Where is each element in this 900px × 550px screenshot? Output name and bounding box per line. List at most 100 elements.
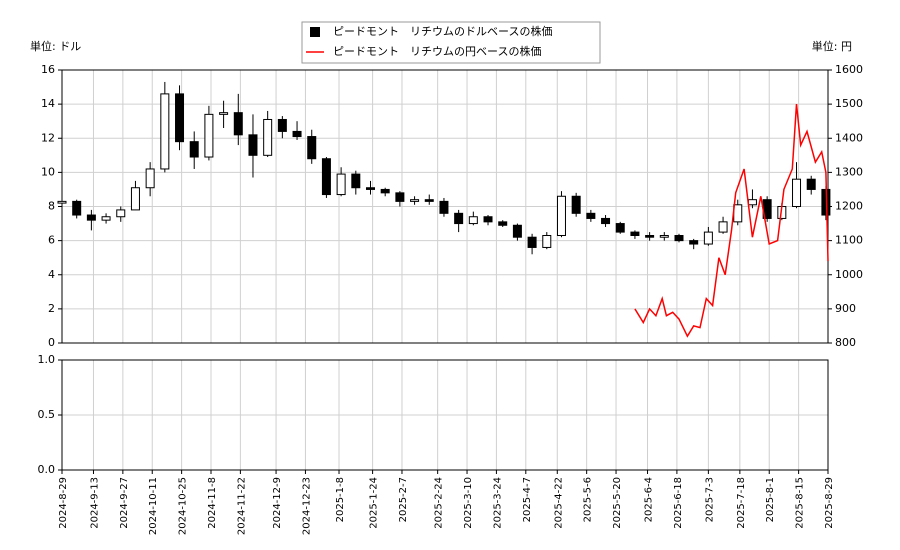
x-tick-label: 2025-2-7	[398, 477, 409, 522]
x-tick-label: 2025-5-20	[612, 477, 623, 529]
candle-body	[512, 224, 522, 238]
candle-body	[586, 212, 596, 219]
candle-body	[336, 173, 346, 196]
candle-body	[116, 209, 126, 218]
x-tick-label: 2025-8-15	[795, 477, 806, 529]
candle-body	[395, 192, 405, 202]
candle-body	[248, 134, 258, 156]
candle-body	[380, 188, 390, 194]
y2-tick-label: 900	[835, 302, 856, 315]
y-tick-label: 1.0	[38, 353, 56, 366]
candle-body	[439, 200, 449, 214]
x-tick-label: 2025-2-24	[434, 477, 445, 529]
legend-label: ピードモント リチウムの円ベースの株価	[333, 44, 541, 58]
x-tick-label: 2025-7-18	[736, 477, 747, 529]
candle-body	[498, 221, 508, 226]
candle-body	[189, 141, 199, 158]
x-tick-label: 2024-11-8	[207, 477, 218, 529]
y-tick-label: 16	[41, 63, 55, 76]
y-tick-label: 0.0	[38, 463, 56, 476]
y2-tick-label: 1500	[835, 97, 863, 110]
candle-body	[145, 168, 155, 189]
candle-body	[351, 173, 361, 189]
candle-body	[615, 223, 625, 233]
x-tick-label: 2025-8-1	[765, 477, 776, 522]
x-tick-label: 2025-4-7	[522, 477, 533, 522]
x-tick-label: 2025-5-6	[583, 477, 594, 522]
y-tick-label: 6	[48, 234, 55, 247]
x-tick-label: 2025-7-3	[704, 477, 715, 522]
candle-body	[483, 216, 493, 223]
y2-axis-label: 単位: 円	[812, 39, 852, 53]
x-tick-label: 2024-8-29	[58, 477, 69, 529]
candle-body	[806, 178, 816, 190]
x-tick-label: 2025-3-24	[492, 477, 503, 529]
y-tick-label: 2	[48, 302, 55, 315]
candle-body	[718, 221, 728, 233]
candle-body	[424, 199, 434, 202]
x-tick-label: 2024-12-23	[301, 477, 312, 535]
x-tick-label: 2025-6-4	[644, 477, 655, 522]
candle-body	[645, 235, 655, 238]
candle-body	[233, 112, 243, 136]
legend-label: ピードモント リチウムのドルベースの株価	[333, 24, 552, 38]
candle-body	[674, 235, 684, 242]
candle-body	[747, 199, 757, 206]
candle-body	[72, 200, 82, 216]
candle-body	[86, 214, 96, 221]
candle-body	[175, 93, 185, 143]
y-tick-label: 12	[41, 131, 55, 144]
y-tick-label: 0.5	[38, 408, 56, 421]
candle-body	[130, 187, 140, 211]
candle-body	[204, 113, 214, 158]
candle-body	[307, 136, 317, 160]
candle-body	[601, 217, 611, 225]
candle-body	[468, 216, 478, 225]
candle-body	[292, 130, 302, 138]
x-tick-label: 2024-9-13	[89, 477, 100, 529]
candle-body	[454, 212, 464, 225]
candle-body	[689, 240, 699, 245]
x-tick-label: 2024-10-11	[148, 477, 159, 535]
candle-body	[57, 200, 67, 204]
y-tick-label: 4	[48, 268, 55, 281]
candle-body	[101, 216, 111, 221]
candle-body	[160, 93, 170, 170]
candle-body	[571, 195, 581, 214]
y2-tick-label: 1100	[835, 234, 863, 247]
x-tick-label: 2025-1-24	[369, 477, 380, 529]
x-tick-label: 2025-8-29	[824, 477, 835, 529]
x-tick-label: 2024-9-27	[119, 477, 130, 529]
candle-body	[542, 235, 552, 248]
candle-body	[365, 187, 375, 190]
candle-body	[792, 178, 802, 207]
candle-body	[733, 204, 743, 223]
candle-body	[527, 236, 537, 248]
x-tick-label: 2024-11-22	[236, 477, 247, 535]
y2-tick-label: 800	[835, 336, 856, 349]
legend-marker	[310, 27, 320, 37]
candle-body	[277, 118, 287, 132]
y2-tick-label: 1600	[835, 63, 863, 76]
candle-body	[410, 199, 420, 202]
y2-tick-label: 1200	[835, 200, 863, 213]
x-tick-label: 2024-10-25	[178, 477, 189, 535]
candle-body	[703, 231, 713, 245]
candle-body	[321, 158, 331, 196]
x-tick-label: 2025-6-18	[673, 477, 684, 529]
y2-tick-label: 1400	[835, 131, 863, 144]
x-tick-label: 2025-1-8	[335, 477, 346, 522]
x-tick-label: 2025-3-10	[463, 477, 474, 529]
y-axis-label: 単位: ドル	[30, 39, 81, 53]
y-tick-label: 10	[41, 165, 55, 178]
y2-tick-label: 1300	[835, 165, 863, 178]
candle-body	[659, 235, 669, 238]
candle-body	[556, 195, 566, 237]
plot-frame	[61, 359, 829, 471]
y-tick-label: 8	[48, 200, 55, 213]
candle-body	[263, 118, 273, 156]
price-line	[634, 104, 829, 338]
y-tick-label: 14	[41, 97, 55, 110]
